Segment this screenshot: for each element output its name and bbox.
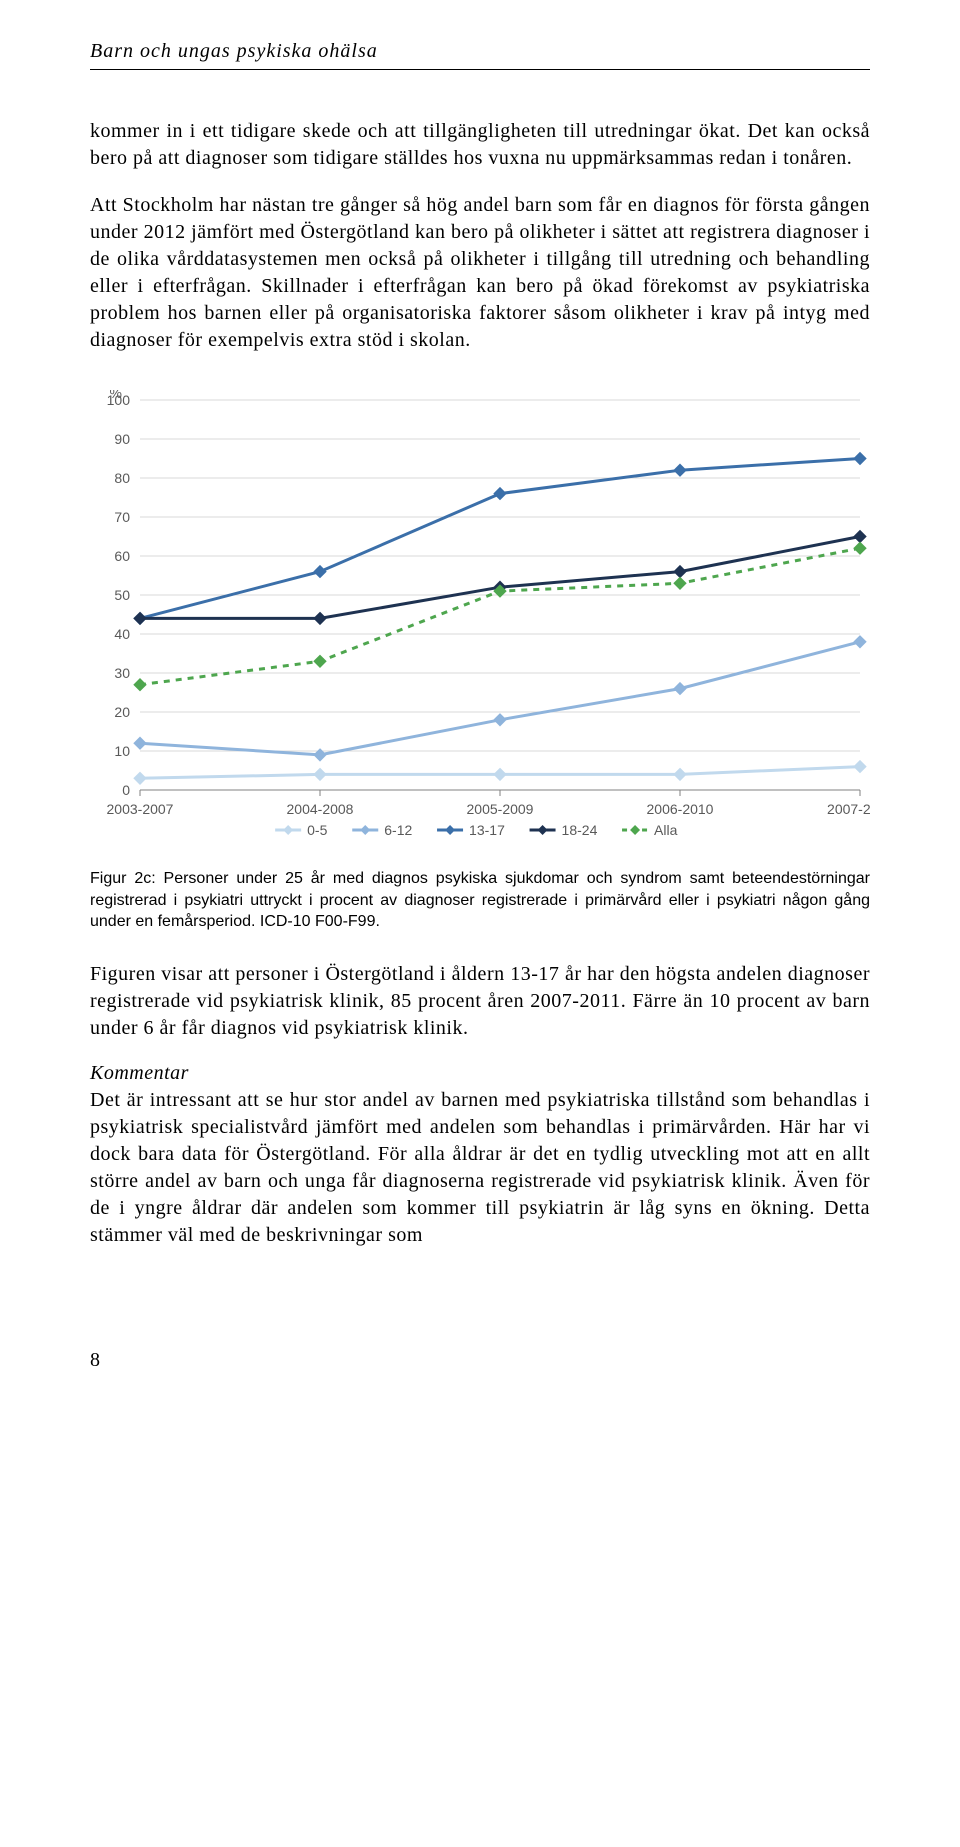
svg-text:2003-2007: 2003-2007	[107, 801, 174, 817]
svg-text:0: 0	[122, 782, 130, 798]
svg-text:2005-2009: 2005-2009	[467, 801, 534, 817]
figure-2c-chart: 0102030405060708090100%2003-20072004-200…	[90, 390, 870, 850]
svg-text:60: 60	[114, 548, 130, 564]
svg-text:Alla: Alla	[654, 822, 678, 838]
svg-text:2006-2010: 2006-2010	[647, 801, 714, 817]
svg-text:80: 80	[114, 470, 130, 486]
svg-text:90: 90	[114, 431, 130, 447]
line-chart-svg: 0102030405060708090100%2003-20072004-200…	[90, 390, 870, 850]
svg-text:2004-2008: 2004-2008	[287, 801, 354, 817]
page-number: 8	[90, 1349, 870, 1372]
subheading-kommentar: Kommentar	[90, 1062, 870, 1085]
svg-text:18-24: 18-24	[562, 822, 598, 838]
svg-text:0-5: 0-5	[307, 822, 327, 838]
svg-text:13-17: 13-17	[469, 822, 505, 838]
svg-text:2007-2011: 2007-2011	[827, 801, 870, 817]
page-header-title: Barn och ungas psykiska ohälsa	[90, 40, 870, 70]
svg-text:50: 50	[114, 587, 130, 603]
figure-caption: Figur 2c: Personer under 25 år med diagn…	[90, 868, 870, 933]
svg-text:10: 10	[114, 743, 130, 759]
paragraph-2: Att Stockholm har nästan tre gånger så h…	[90, 192, 870, 354]
svg-text:30: 30	[114, 665, 130, 681]
svg-text:40: 40	[114, 626, 130, 642]
paragraph-3: Figuren visar att personer i Östergötlan…	[90, 961, 870, 1042]
svg-text:%: %	[110, 390, 122, 401]
svg-text:70: 70	[114, 509, 130, 525]
paragraph-4: Det är intressant att se hur stor andel …	[90, 1087, 870, 1249]
paragraph-1: kommer in i ett tidigare skede och att t…	[90, 118, 870, 172]
svg-text:20: 20	[114, 704, 130, 720]
svg-text:6-12: 6-12	[384, 822, 412, 838]
